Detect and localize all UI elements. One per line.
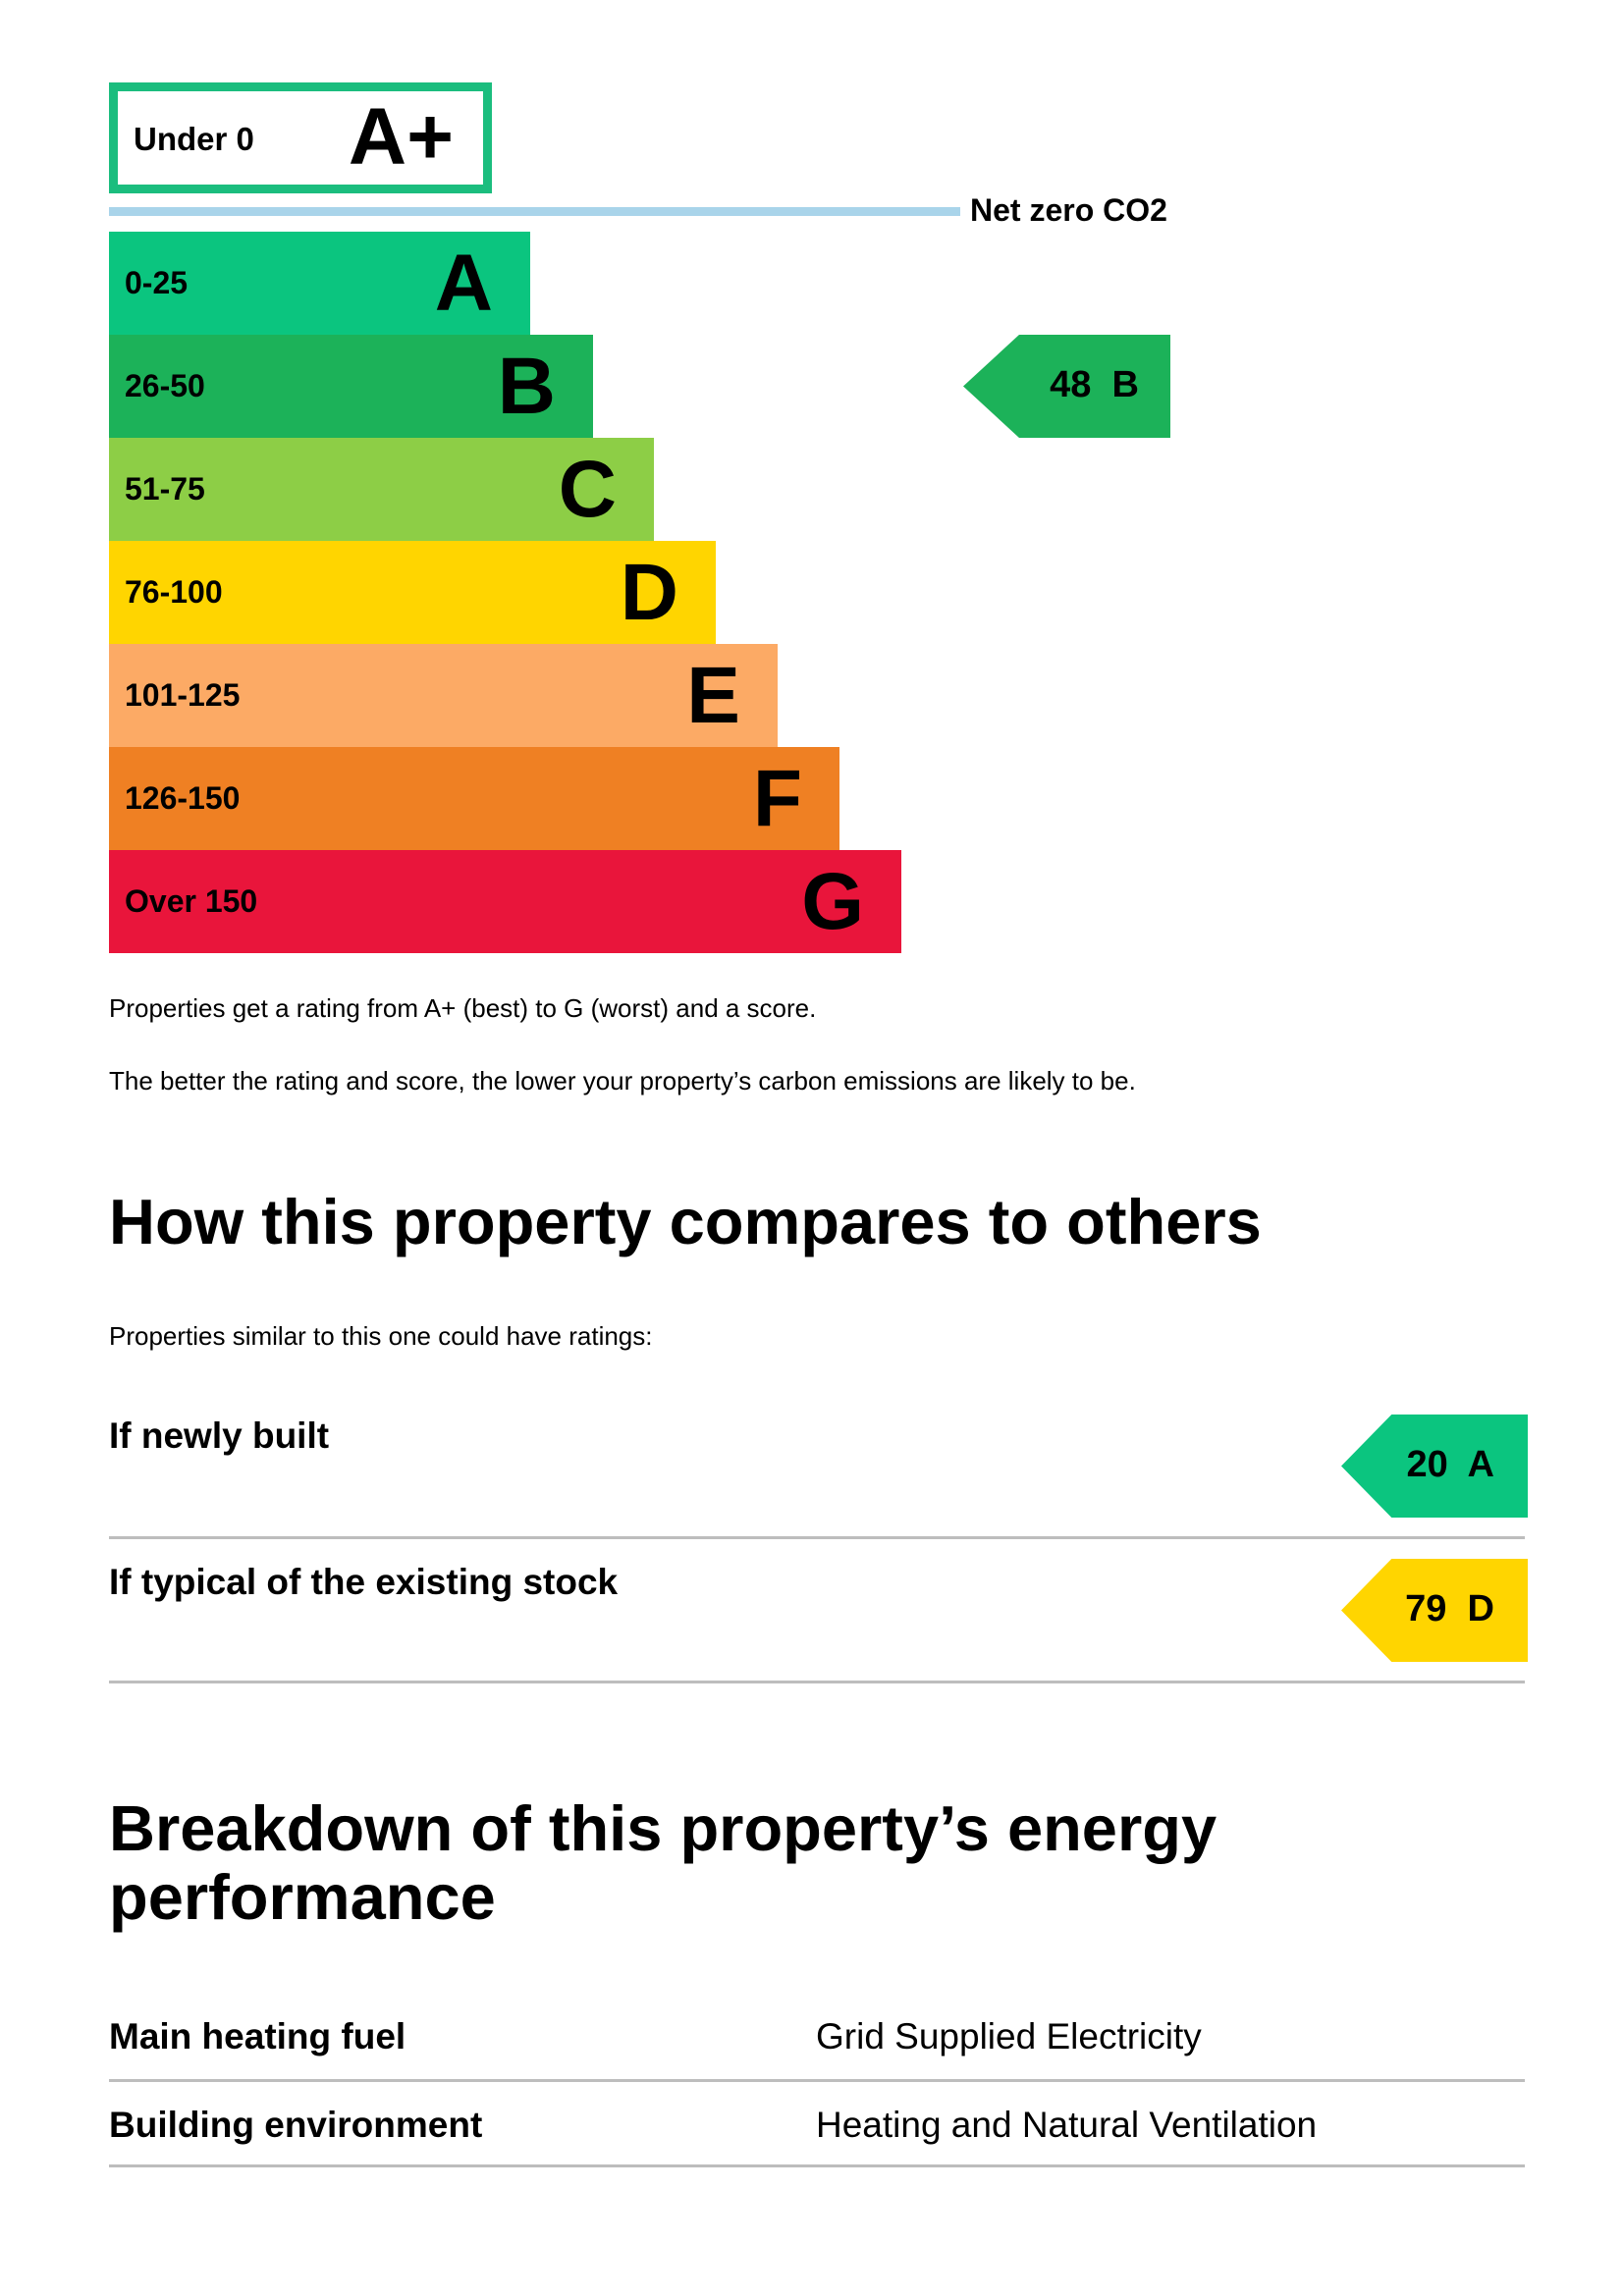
band-range-label: 26-50 xyxy=(125,368,205,403)
rating-band-e: 101-125 E xyxy=(109,644,778,747)
explanation-text-1: Properties get a rating from A+ (best) t… xyxy=(109,993,817,1023)
breakdown-label-building-environment: Building environment xyxy=(109,2105,483,2145)
band-letter: G xyxy=(801,857,864,946)
comparison-label-typical-stock: If typical of the existing stock xyxy=(109,1562,619,1602)
explanation-text-2: The better the rating and score, the low… xyxy=(109,1066,1136,1095)
band-letter: A xyxy=(434,239,493,328)
band-letter: B xyxy=(497,342,556,431)
net-zero-label: Net zero CO2 xyxy=(970,192,1167,228)
comparison-rating-text: 20 A xyxy=(1407,1444,1494,1486)
comparison-rating-text: 79 D xyxy=(1405,1588,1494,1630)
rating-band-d: 76-100 D xyxy=(109,541,716,644)
rating-band-b: 26-50 B xyxy=(109,335,593,438)
band-range-label: 76-100 xyxy=(125,574,223,610)
comparison-rating-arrow-typical-stock: 79 D xyxy=(1341,1559,1528,1662)
rating-band-c: 51-75 C xyxy=(109,438,654,541)
band-letter: F xyxy=(752,754,802,843)
band-range-label: Over 150 xyxy=(125,883,258,919)
comparison-label-newly-built: If newly built xyxy=(109,1415,330,1456)
band-range-label: 101-125 xyxy=(125,677,241,713)
band-letter: D xyxy=(620,548,678,637)
breakdown-label-heating-fuel: Main heating fuel xyxy=(109,2016,406,2056)
comparison-score: 79 xyxy=(1405,1588,1447,1629)
breakdown-heading-line-2: performance xyxy=(109,1861,496,1933)
current-rating-letter: B xyxy=(1111,364,1139,405)
breakdown-value-heating-fuel: Grid Supplied Electricity xyxy=(816,2016,1202,2056)
comparison-letter: D xyxy=(1467,1588,1494,1629)
comparison-heading: How this property compares to others xyxy=(109,1186,1262,1257)
net-zero-line xyxy=(109,207,960,216)
current-rating-text: 48 B xyxy=(1050,364,1139,406)
band-range-label: 126-150 xyxy=(125,780,241,816)
comparison-intro: Properties similar to this one could hav… xyxy=(109,1321,653,1351)
divider xyxy=(109,2164,1525,2167)
breakdown-heading-line-1: Breakdown of this property’s energy xyxy=(109,1792,1217,1864)
divider xyxy=(109,1681,1525,1683)
band-letter: C xyxy=(558,445,617,534)
divider xyxy=(109,2079,1525,2082)
comparison-score: 20 xyxy=(1406,1444,1448,1485)
current-rating-score: 48 xyxy=(1050,364,1092,405)
current-rating-arrow: 48 B xyxy=(963,335,1170,438)
divider xyxy=(109,1536,1525,1539)
comparison-letter: A xyxy=(1467,1444,1494,1485)
rating-band-aplus: Under 0 A+ xyxy=(109,82,492,193)
rating-band-a: 0-25 A xyxy=(109,232,530,335)
rating-band-f: 126-150 F xyxy=(109,747,839,850)
breakdown-value-building-environment: Heating and Natural Ventilation xyxy=(816,2105,1318,2145)
band-range-label: 0-25 xyxy=(125,265,189,300)
band-range-label: Under 0 xyxy=(134,121,254,157)
rating-band-g: Over 150 G xyxy=(109,850,901,953)
band-letter: A+ xyxy=(348,92,454,182)
breakdown-heading: Breakdown of this property’s energy perf… xyxy=(109,1794,1217,1932)
band-letter: E xyxy=(686,651,740,740)
band-range-label: 51-75 xyxy=(125,471,205,507)
comparison-rating-arrow-newly-built: 20 A xyxy=(1341,1415,1528,1518)
